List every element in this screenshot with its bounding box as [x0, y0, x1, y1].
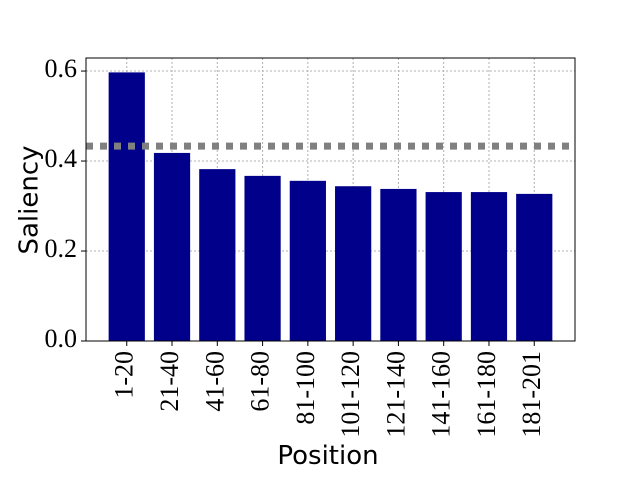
x-tick-label: 81-100 [291, 351, 320, 425]
x-tick-label: 141-160 [427, 351, 456, 438]
x-tick-label: 61-80 [246, 351, 275, 412]
y-axis-label: Saliency [15, 145, 45, 254]
x-tick-label: 161-180 [472, 351, 501, 438]
x-tick-label: 1-20 [110, 351, 139, 399]
bar [516, 193, 553, 341]
x-tick-label: 41-60 [200, 351, 229, 412]
y-tick-label: 0.0 [45, 324, 78, 353]
x-tick-label: 21-40 [155, 351, 184, 412]
bar [380, 188, 417, 341]
y-tick-label: 0.6 [45, 54, 78, 83]
bar [153, 152, 191, 341]
x-tick-label: 101-120 [336, 351, 365, 438]
y-tick-label: 0.4 [45, 144, 78, 173]
bar [289, 180, 326, 341]
plot-frame [85, 57, 576, 342]
bar [108, 72, 145, 341]
x-tick-label: 181-201 [517, 351, 546, 438]
bar [244, 175, 281, 341]
bar [335, 186, 372, 341]
x-tick-label: 121-140 [381, 351, 410, 438]
y-tick-label: 0.2 [45, 234, 78, 263]
bar [470, 192, 508, 341]
bar [425, 192, 462, 341]
x-axis-label: Position [277, 441, 378, 471]
bar [199, 169, 236, 341]
